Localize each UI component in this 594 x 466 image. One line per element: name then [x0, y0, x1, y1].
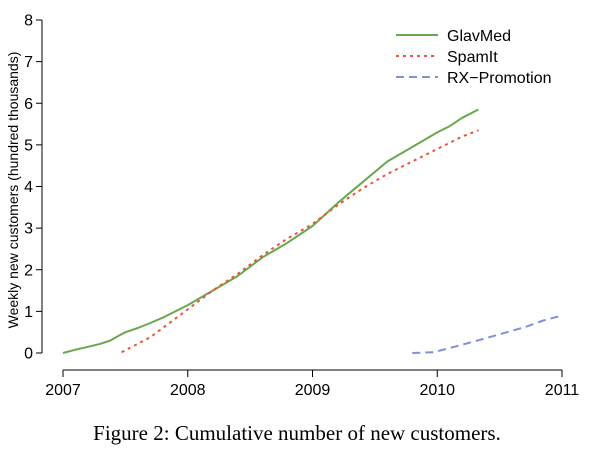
series-line-1 — [62, 108, 479, 354]
x-tick-label: 2009 — [295, 382, 331, 399]
y-tick-label: 2 — [24, 262, 33, 279]
y-tick-label: 0 — [24, 346, 33, 363]
x-tick-label: 2008 — [170, 382, 206, 399]
legend-label: RX−Promotion — [447, 70, 552, 87]
x-tick-label: 2010 — [419, 382, 455, 399]
x-ticks: 2007 2008 2009 2010 2011 — [45, 370, 579, 399]
series-line-2 — [121, 129, 479, 354]
y-ticks: 0 1 2 3 4 5 6 7 8 — [24, 13, 42, 363]
legend-label: SpamIt — [447, 49, 498, 66]
y-tick-label: 7 — [24, 54, 33, 71]
y-tick-label: 5 — [24, 137, 33, 154]
legend: GlavMed SpamIt RX−Promotion — [396, 28, 552, 87]
y-tick-label: 3 — [24, 221, 33, 238]
x-tick-label: 2007 — [45, 382, 81, 399]
series-line-3 — [412, 314, 563, 354]
y-tick-label: 8 — [24, 13, 33, 30]
x-tick-label: 2011 — [545, 382, 580, 399]
y-axis-title: Weekly new customers (hundred thousands) — [5, 52, 21, 329]
y-tick-label: 1 — [24, 304, 33, 321]
figure-caption: Figure 2: Cumulative number of new custo… — [93, 421, 501, 445]
y-tick-label: 4 — [24, 179, 33, 196]
y-tick-label: 6 — [24, 96, 33, 113]
series-lines — [62, 108, 563, 354]
legend-label: GlavMed — [447, 28, 511, 45]
cumulative-customers-chart: 0 1 2 3 4 5 6 7 8 2007 2008 2009 2010 2011 Weekly ne… — [5, 13, 579, 400]
